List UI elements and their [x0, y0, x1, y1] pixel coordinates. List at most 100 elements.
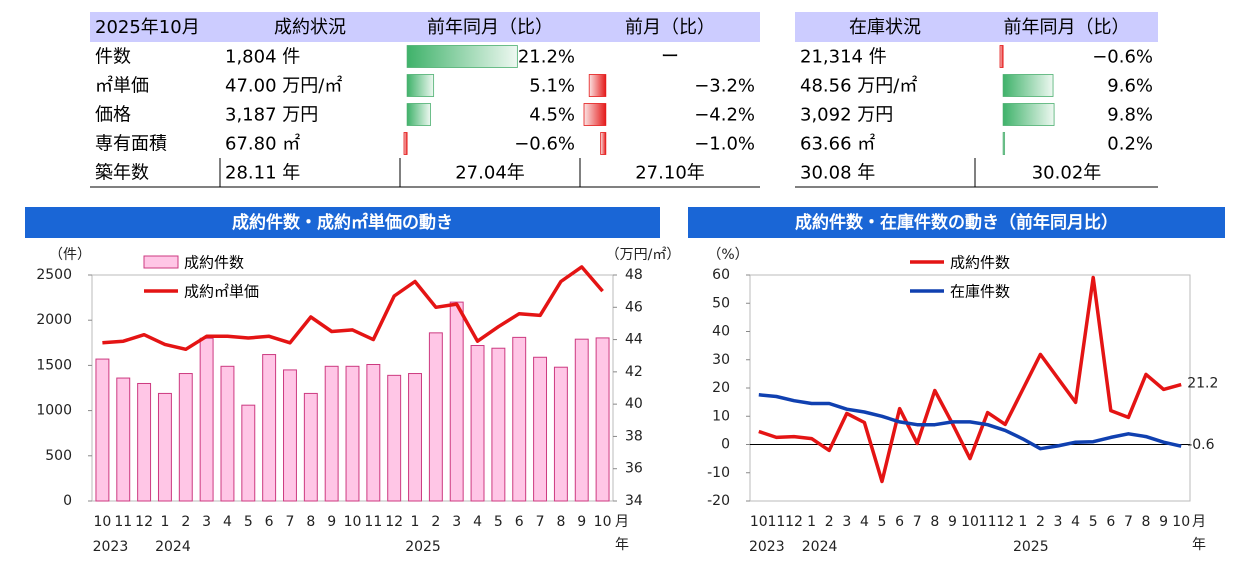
table-cell: 30.08 年: [800, 163, 875, 184]
legend-label: 成約件数: [184, 254, 244, 272]
x-tick-label: 6: [265, 514, 274, 530]
y2-tick-label: 44: [625, 332, 643, 348]
x-tick-label: 2: [1036, 514, 1045, 530]
x-tick-label: 2: [825, 514, 834, 530]
table-cell: 価格: [95, 105, 131, 126]
y-tick-label: 0: [63, 493, 72, 509]
bar: [116, 377, 131, 502]
line-series: [102, 265, 604, 352]
y-tick-label: 1500: [36, 357, 72, 373]
data-bar: [1002, 132, 1006, 155]
data-bar: [1002, 74, 1054, 97]
table-cell: 3,187 万円: [225, 105, 318, 126]
x-tick-label: 1: [411, 514, 420, 530]
data-bar: [999, 45, 1004, 68]
y-tick-label: 10: [712, 408, 730, 424]
table-cell: 27.04年: [455, 163, 525, 184]
y2-tick-label: 34: [625, 493, 643, 509]
bar: [408, 373, 422, 502]
chart-title: 成約件数・在庫件数の動き（前年同月比）: [795, 212, 1118, 233]
data-bar: [403, 132, 408, 155]
bar: [137, 382, 152, 502]
x-tick-label: 8: [930, 514, 939, 530]
legend-label: 在庫件数: [950, 283, 1010, 301]
x-tick-label: 11: [979, 514, 997, 530]
y-tick-label: 2000: [36, 312, 72, 328]
x-tick-label: 5: [494, 514, 503, 530]
year-axis-label: 年: [1192, 537, 1206, 553]
y2-tick-label: 38: [625, 428, 643, 444]
x-tick-label: 11: [114, 514, 132, 530]
x-tick-label: 6: [515, 514, 524, 530]
x-tick-label: 10: [1172, 514, 1190, 530]
bar: [303, 392, 318, 502]
x-tick-label: 3: [1054, 514, 1063, 530]
bar: [553, 366, 568, 502]
x-tick-label: 2: [181, 514, 190, 530]
y-axis-label: （件）: [49, 247, 91, 263]
y-tick-label: 40: [712, 324, 730, 340]
legend-label: 成約件数: [950, 254, 1010, 272]
x-axis-label: 月: [1192, 514, 1206, 530]
year-label: 2025: [405, 539, 441, 555]
table-cell: 67.80 ㎡: [225, 133, 300, 155]
year-axis-label: 年: [615, 537, 629, 553]
y-tick-label: 1000: [36, 403, 72, 419]
bar: [199, 337, 214, 502]
x-tick-label: 4: [1071, 514, 1080, 530]
x-tick-label: 8: [1142, 514, 1151, 530]
table-cell: −1.0%: [694, 134, 755, 155]
data-bar: [588, 74, 607, 97]
data-bar: [600, 132, 607, 155]
x-tick-label: 5: [244, 514, 253, 530]
x-tick-label: 1: [1018, 514, 1027, 530]
x-tick-label: 11: [767, 514, 785, 530]
x-tick-label: 4: [473, 514, 482, 530]
table-cell: −3.2%: [694, 76, 755, 97]
bar: [470, 345, 485, 502]
data-bar: [1002, 103, 1055, 126]
y-tick-label: 2500: [36, 267, 72, 283]
x-tick-label: 7: [286, 514, 295, 530]
chart-title: 成約件数・成約㎡単価の動き: [232, 212, 453, 233]
year-label: 2023: [93, 539, 129, 555]
x-tick-label: 4: [223, 514, 232, 530]
x-tick-label: 1: [160, 514, 169, 530]
y-tick-label: 500: [45, 448, 72, 464]
x-tick-label: 12: [135, 514, 153, 530]
bar: [95, 358, 110, 502]
x-tick-label: 5: [1089, 514, 1098, 530]
table-cell: 専有面積: [95, 134, 167, 155]
y2-tick-label: 36: [625, 461, 643, 477]
y2-tick-label: 40: [625, 396, 643, 412]
table-cell: 築年数: [95, 163, 149, 184]
y-tick-label: 60: [712, 267, 730, 283]
x-tick-label: 12: [385, 514, 403, 530]
table-cell: 4.5%: [529, 105, 575, 126]
x-tick-label: 6: [895, 514, 904, 530]
table-cell: 28.11 年: [225, 163, 300, 184]
table-cell: 21.2%: [518, 47, 575, 68]
bar: [345, 365, 360, 502]
x-tick-label: 9: [577, 514, 586, 530]
x-tick-label: 3: [842, 514, 851, 530]
y-tick-label: -20: [707, 493, 730, 509]
table-header: 前月（比）: [625, 17, 715, 38]
table-header: 2025年10月: [95, 17, 200, 38]
bar: [595, 337, 610, 502]
bar: [428, 332, 443, 502]
table-header-bg: [795, 12, 1158, 42]
bar: [262, 354, 277, 502]
table-cell: 30.02年: [1032, 163, 1102, 184]
year-label: 2024: [155, 539, 191, 555]
x-tick-label: 6: [1106, 514, 1115, 530]
year-label: 2024: [802, 539, 838, 555]
table-header: 前年同月（比）: [427, 17, 553, 38]
y2-tick-label: 48: [625, 267, 643, 283]
x-tick-label: 10: [750, 514, 768, 530]
bar: [241, 404, 256, 502]
title-bar: [25, 207, 660, 238]
legend-label: 成約㎡単価: [184, 283, 259, 301]
x-tick-label: 10: [344, 514, 362, 530]
